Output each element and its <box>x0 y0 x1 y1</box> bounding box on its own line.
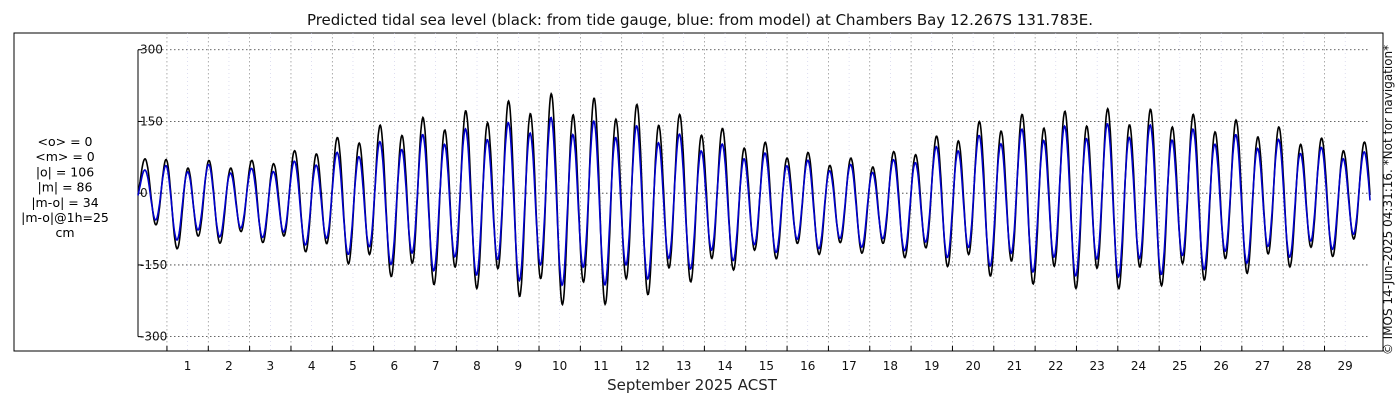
x-axis-label: September 2025 ACST <box>607 376 778 394</box>
x-tick-label: 19 <box>924 359 939 373</box>
grid-lines <box>138 33 1370 351</box>
y-axis: 300 150 0 -150 -300 <box>137 43 167 344</box>
stats-panel: <o> = 0<m> = 0|o| = 106|m| = 86|m-o| = 3… <box>21 134 109 240</box>
x-tick-label: 22 <box>1048 359 1063 373</box>
stats-line: |m-o|@1h=25 <box>21 210 109 225</box>
y-tick-label: 0 <box>140 186 148 200</box>
stats-line: <o> = 0 <box>38 134 93 149</box>
series-layer <box>137 91 1371 307</box>
x-tick-label: 29 <box>1338 359 1353 373</box>
x-tick-label: 18 <box>883 359 898 373</box>
copyright-note: © IMOS 14-Jun-2025 04:31:16. *Not for na… <box>1381 45 1395 355</box>
x-tick-label: 1 <box>184 359 192 373</box>
plot-frame <box>13 32 1384 352</box>
x-tick-label: 20 <box>965 359 980 373</box>
stats-line: |m-o| = 34 <box>31 195 98 210</box>
y-tick-label: -300 <box>140 330 167 344</box>
x-tick-label: 28 <box>1296 359 1311 373</box>
series-line-0 <box>137 91 1371 307</box>
chart-title: Predicted tidal sea level (black: from t… <box>307 11 1093 29</box>
x-tick-label: 26 <box>1214 359 1229 373</box>
y-tick-label: 150 <box>140 114 163 128</box>
x-tick-label: 12 <box>635 359 650 373</box>
x-tick-label: 21 <box>1007 359 1022 373</box>
x-tick-label: 17 <box>841 359 856 373</box>
stats-line: |o| = 106 <box>36 164 94 179</box>
x-tick-label: 10 <box>552 359 567 373</box>
x-tick-label: 2 <box>225 359 233 373</box>
series-line-1 <box>137 116 1371 287</box>
x-tick-label: 14 <box>717 359 732 373</box>
x-tick-label: 5 <box>349 359 357 373</box>
x-axis-ticks: 1 2 3 4 5 6 7 8 9 10 11 12 13 14 15 16 17 18 19 20 21 22 23 24 2… <box>166 346 1353 373</box>
stats-line: |m| = 86 <box>38 180 93 195</box>
x-tick-label: 6 <box>391 359 399 373</box>
y-tick-label: 300 <box>140 43 163 57</box>
x-tick-label: 15 <box>759 359 774 373</box>
stats-line: cm <box>55 225 74 240</box>
x-tick-label: 25 <box>1172 359 1187 373</box>
x-tick-label: 4 <box>308 359 316 373</box>
x-tick-label: 13 <box>676 359 691 373</box>
y-tick-label: -150 <box>140 258 167 272</box>
x-tick-label: 3 <box>266 359 274 373</box>
x-tick-label: 27 <box>1255 359 1270 373</box>
stats-line: <m> = 0 <box>35 149 95 164</box>
x-tick-label: 9 <box>515 359 523 373</box>
x-tick-label: 11 <box>593 359 608 373</box>
x-tick-label: 24 <box>1131 359 1146 373</box>
x-tick-label: 23 <box>1090 359 1105 373</box>
x-tick-label: 8 <box>473 359 481 373</box>
x-tick-label: 7 <box>432 359 440 373</box>
x-tick-label: 16 <box>800 359 815 373</box>
